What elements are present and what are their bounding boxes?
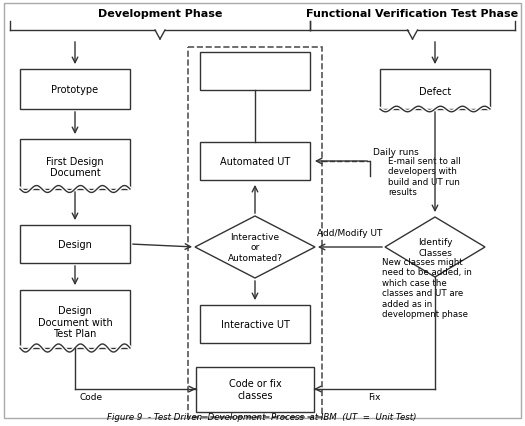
Text: Interactive UT: Interactive UT <box>220 319 289 329</box>
Text: Functional Verification Test Phase: Functional Verification Test Phase <box>306 9 518 19</box>
Text: Add/Modify UT: Add/Modify UT <box>317 228 383 237</box>
Text: Interactive
or
Automated?: Interactive or Automated? <box>227 233 282 262</box>
Polygon shape <box>195 216 315 278</box>
Text: Automated UT: Automated UT <box>220 157 290 167</box>
Text: Fix: Fix <box>368 392 381 401</box>
Text: Defect: Defect <box>419 87 451 97</box>
FancyBboxPatch shape <box>200 143 310 181</box>
FancyBboxPatch shape <box>20 225 130 263</box>
Text: Design: Design <box>58 239 92 249</box>
Text: Daily runs: Daily runs <box>373 148 419 157</box>
Text: Prototype: Prototype <box>51 85 99 95</box>
FancyBboxPatch shape <box>20 140 130 190</box>
FancyBboxPatch shape <box>200 53 310 91</box>
Text: Figure 9  - Test Driven  Development  Process  at IBM  (UT  =  Unit Test): Figure 9 - Test Driven Development Proce… <box>107 412 417 421</box>
Text: Design
Document with
Test Plan: Design Document with Test Plan <box>38 305 112 339</box>
FancyBboxPatch shape <box>20 70 130 110</box>
Text: Development Phase: Development Phase <box>98 9 222 19</box>
FancyBboxPatch shape <box>200 305 310 343</box>
Text: First Design
Document: First Design Document <box>46 156 104 178</box>
Text: E-mail sent to all
developers with
build and UT run
results: E-mail sent to all developers with build… <box>388 157 460 197</box>
FancyBboxPatch shape <box>196 367 314 412</box>
Text: Identify
Classes: Identify Classes <box>418 238 452 257</box>
FancyBboxPatch shape <box>380 70 490 110</box>
Text: Code or fix
classes: Code or fix classes <box>228 378 281 400</box>
Text: New classes might
need to be added, in
which case the
classes and UT are
added a: New classes might need to be added, in w… <box>382 257 472 318</box>
Polygon shape <box>385 218 485 277</box>
FancyBboxPatch shape <box>20 290 130 348</box>
Text: Code: Code <box>80 392 103 401</box>
